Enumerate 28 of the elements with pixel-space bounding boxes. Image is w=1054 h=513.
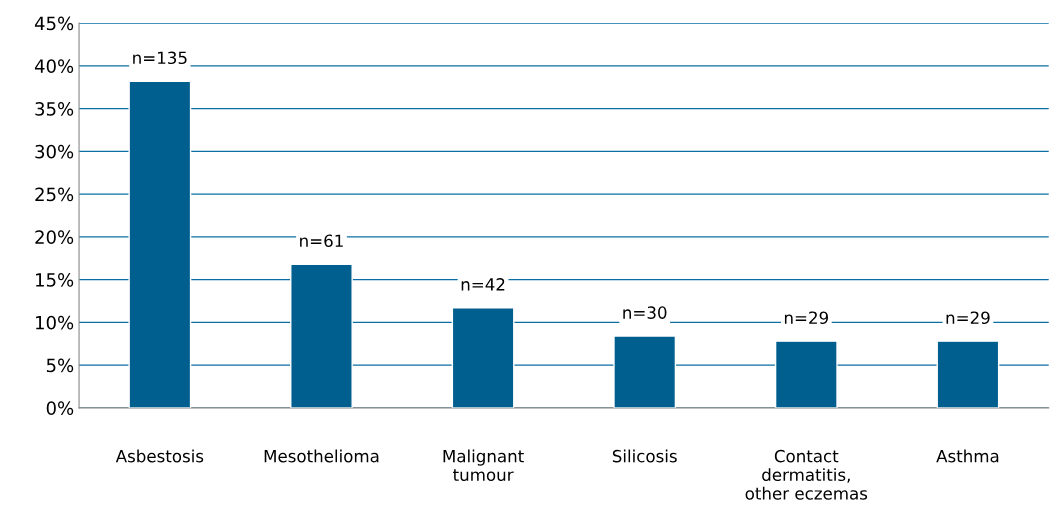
annotation: n=29 [946, 311, 990, 325]
annotation: n=61 [300, 234, 343, 248]
y-tick-label: 25% [35, 187, 74, 202]
y-tick-label: 5% [46, 358, 74, 373]
x-tick-label: Contact dermatitis, other eczemas [745, 449, 868, 500]
y-tick-label: 15% [36, 273, 74, 287]
bar [936, 340, 1000, 408]
bar [774, 340, 838, 408]
annotation: n=135 [133, 51, 187, 65]
bar [613, 335, 677, 408]
x-tick-label: Mesothelioma [264, 449, 379, 463]
y-tick-label: 0% [46, 401, 74, 415]
bar [128, 80, 192, 408]
annotation: n=42 [461, 278, 505, 291]
x-tick-label: Malignant tumour [443, 449, 524, 482]
x-tick-label: Asthma [936, 449, 999, 463]
bar [451, 307, 515, 408]
y-tick-label: 45% [34, 16, 74, 31]
annotation: n=30 [623, 306, 667, 319]
y-tick-label: 20% [35, 230, 74, 244]
y-tick-label: 10% [36, 315, 74, 330]
y-tick-label: 30% [35, 144, 74, 159]
annotation: n=29 [784, 311, 829, 325]
x-tick-label: Asbestosis [115, 449, 204, 463]
bar [290, 263, 353, 408]
y-tick-label: 40% [34, 59, 74, 73]
x-tick-label: Silicosis [612, 449, 677, 463]
y-tick-label: 35% [35, 102, 74, 116]
